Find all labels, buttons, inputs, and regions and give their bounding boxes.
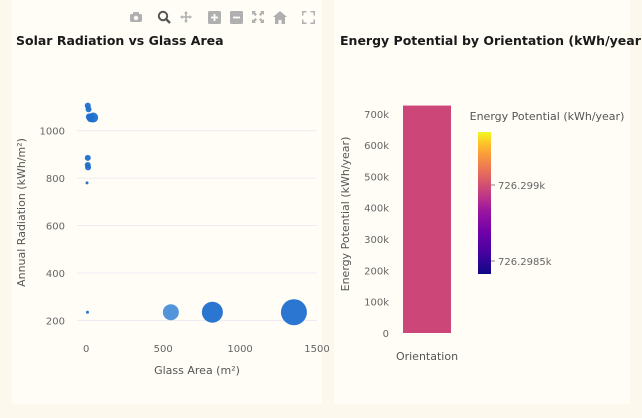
scatter-chart-title: Solar Radiation vs Glass Area <box>16 33 224 48</box>
bar-panel <box>334 0 630 404</box>
scatter-x-axis-label: Glass Area (m²) <box>154 364 240 377</box>
scatter-y-tick-labels: 200 400 600 800 1000 <box>40 127 65 328</box>
scatter-point <box>85 164 92 171</box>
zoom-out-icon[interactable] <box>228 9 244 25</box>
scatter-point <box>85 181 89 185</box>
reset-axes-icon[interactable] <box>272 9 288 25</box>
scatter-points <box>84 102 307 326</box>
camera-icon[interactable] <box>128 9 144 25</box>
scatter-point <box>201 301 223 323</box>
bar-chart-title: Energy Potential by Orientation (kWh/yea… <box>340 33 642 48</box>
zoom-in-icon[interactable] <box>206 9 222 25</box>
scatter-y-tick-label: 1000 <box>40 127 65 138</box>
scatter-y-axis-label: Annual Radiation (kWh/m²) <box>15 138 28 287</box>
scatter-y-tick-label: 600 <box>46 222 65 233</box>
scatter-x-tick-label: 1000 <box>227 344 252 355</box>
scatter-point <box>84 154 91 161</box>
scatter-chart: 200 400 600 800 1000 0 500 1000 1500 Glass Area… <box>15 102 330 377</box>
fullscreen-icon[interactable] <box>300 9 316 25</box>
scatter-point <box>85 310 89 314</box>
scatter-point <box>162 304 179 321</box>
scatter-gridlines <box>77 130 317 322</box>
zoom-icon[interactable] <box>156 9 172 25</box>
scatter-y-tick-label: 800 <box>46 174 65 185</box>
scatter-y-tick-label: 200 <box>46 317 65 328</box>
scatter-panel <box>12 0 322 404</box>
scatter-x-tick-label: 500 <box>154 344 173 355</box>
scatter-x-tick-label: 1500 <box>304 344 329 355</box>
scatter-point <box>85 106 92 113</box>
scatter-point <box>88 112 99 123</box>
scatter-x-tick-label: 0 <box>83 344 89 355</box>
scatter-point <box>280 299 307 326</box>
autoscale-icon[interactable] <box>250 9 266 25</box>
scatter-y-tick-label: 400 <box>46 269 65 280</box>
scatter-x-tick-labels: 0 500 1000 1500 <box>83 344 330 355</box>
pan-icon[interactable] <box>178 9 194 25</box>
